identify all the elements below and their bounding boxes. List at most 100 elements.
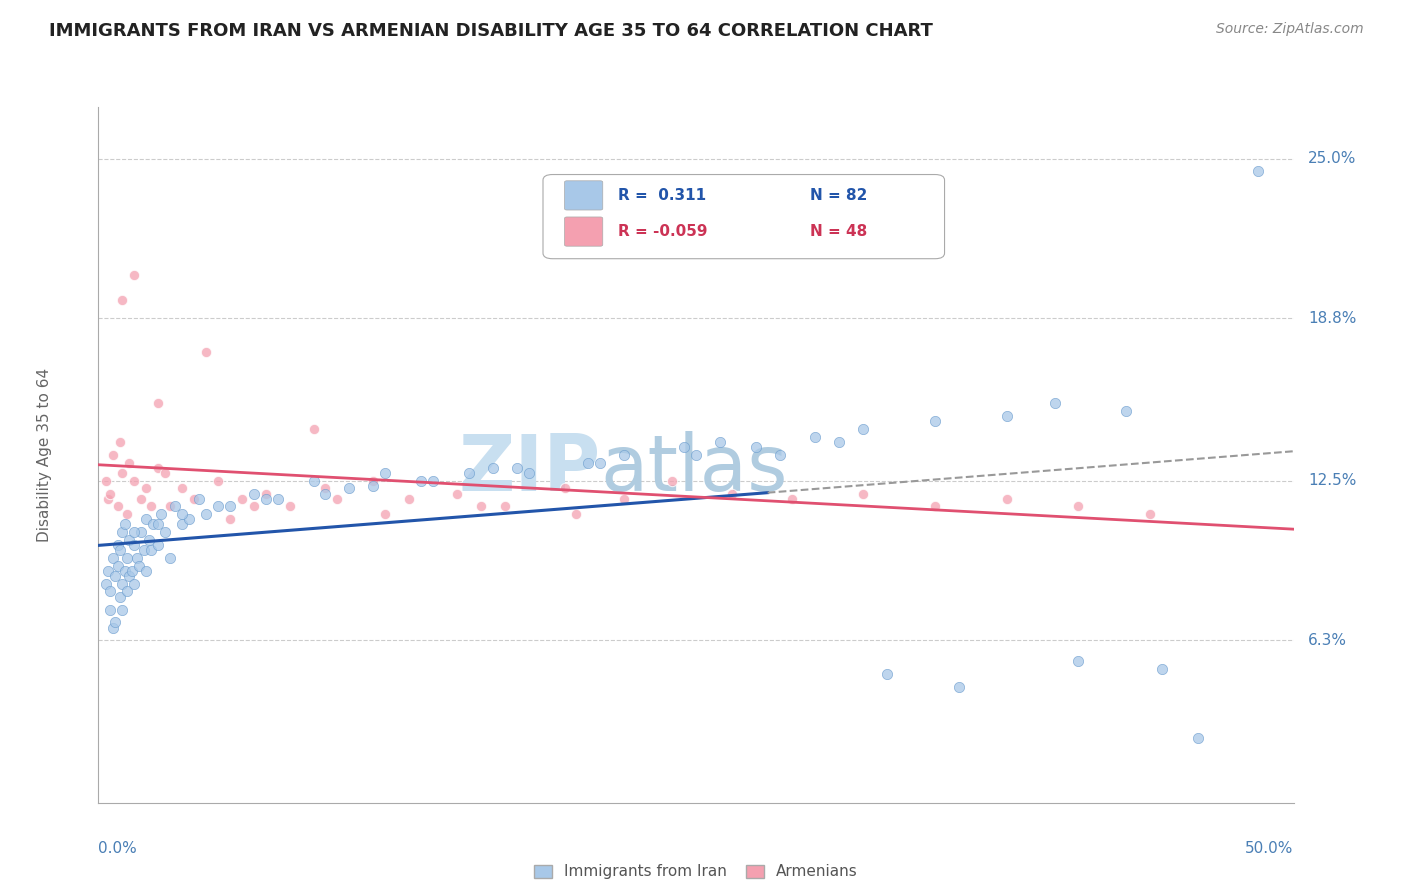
Point	[481, 460, 505, 475]
Text: 50.0%: 50.0%	[1246, 841, 1294, 856]
Point	[254, 491, 277, 506]
Point	[98, 486, 122, 500]
Point	[107, 538, 129, 552]
Point	[135, 512, 157, 526]
Point	[194, 344, 217, 359]
Text: atlas: atlas	[600, 431, 787, 507]
Point	[457, 466, 479, 480]
Point	[101, 448, 124, 462]
Point	[149, 507, 172, 521]
Point	[101, 621, 124, 635]
Text: N = 48: N = 48	[810, 224, 866, 239]
Point	[179, 512, 201, 526]
Point	[1067, 654, 1090, 668]
Point	[995, 409, 1018, 424]
Point	[172, 482, 194, 496]
Text: R =  0.311: R = 0.311	[619, 188, 706, 202]
Point	[1139, 507, 1161, 521]
Point	[363, 474, 385, 488]
Point	[115, 584, 138, 599]
Point	[302, 422, 325, 436]
Point	[219, 512, 242, 526]
Point	[1187, 731, 1209, 746]
Point	[94, 576, 117, 591]
Point	[720, 486, 742, 500]
Point	[924, 414, 946, 428]
Point	[115, 507, 138, 521]
Point	[155, 525, 177, 540]
Point	[422, 474, 444, 488]
Point	[231, 491, 253, 506]
Point	[254, 486, 277, 500]
Point	[114, 564, 136, 578]
Text: Disability Age 35 to 64: Disability Age 35 to 64	[37, 368, 52, 542]
Point	[111, 525, 134, 540]
Point	[142, 517, 165, 532]
Point	[124, 268, 146, 282]
Point	[613, 491, 636, 506]
Point	[97, 564, 120, 578]
Point	[1150, 662, 1173, 676]
Point	[219, 500, 242, 514]
Point	[101, 551, 124, 566]
Point	[118, 533, 141, 547]
Point	[124, 576, 146, 591]
Point	[207, 500, 229, 514]
Point	[494, 500, 516, 514]
Text: 18.8%: 18.8%	[1308, 310, 1357, 326]
Point	[159, 500, 181, 514]
Point	[242, 500, 264, 514]
Point	[745, 440, 768, 454]
Text: 6.3%: 6.3%	[1308, 633, 1347, 648]
Point	[517, 466, 540, 480]
Text: R = -0.059: R = -0.059	[619, 224, 707, 239]
Point	[128, 558, 150, 573]
Point	[995, 491, 1018, 506]
FancyBboxPatch shape	[565, 181, 603, 210]
Point	[506, 460, 529, 475]
Point	[315, 482, 337, 496]
Text: Source: ZipAtlas.com: Source: ZipAtlas.com	[1216, 22, 1364, 37]
Point	[111, 466, 134, 480]
Point	[124, 538, 146, 552]
Point	[98, 584, 122, 599]
Point	[589, 456, 612, 470]
Point	[315, 486, 337, 500]
Point	[114, 517, 136, 532]
Point	[138, 533, 160, 547]
Point	[780, 491, 803, 506]
Point	[554, 482, 576, 496]
Point	[1043, 396, 1066, 410]
Point	[135, 482, 157, 496]
Point	[446, 486, 468, 500]
Point	[111, 602, 134, 616]
Point	[155, 466, 177, 480]
Point	[326, 491, 349, 506]
Text: N = 82: N = 82	[810, 188, 868, 202]
Point	[1067, 500, 1090, 514]
Point	[411, 474, 433, 488]
Point	[135, 564, 157, 578]
Point	[876, 667, 898, 681]
Point	[948, 680, 970, 694]
Point	[94, 474, 117, 488]
Point	[1246, 164, 1268, 178]
Point	[108, 543, 131, 558]
Point	[118, 569, 141, 583]
Point	[111, 576, 134, 591]
Point	[172, 507, 194, 521]
Point	[139, 500, 162, 514]
FancyBboxPatch shape	[543, 175, 945, 259]
Point	[194, 507, 217, 521]
Point	[768, 448, 790, 462]
Point	[108, 590, 131, 604]
Point	[104, 569, 127, 583]
Point	[148, 538, 170, 552]
Point	[207, 474, 229, 488]
Point	[107, 500, 129, 514]
Point	[118, 456, 141, 470]
Point	[115, 551, 138, 566]
Point	[661, 474, 683, 488]
Point	[97, 491, 120, 506]
Point	[709, 435, 731, 450]
